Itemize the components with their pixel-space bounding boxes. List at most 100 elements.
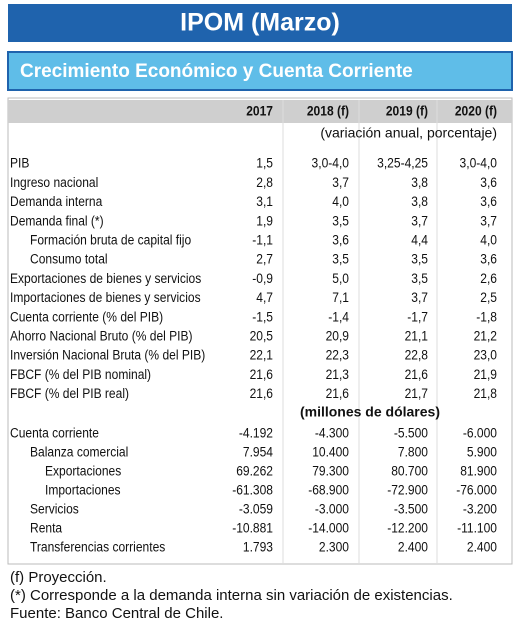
cell: -1,8 — [476, 308, 497, 324]
cell: 22,1 — [250, 347, 273, 363]
row-label: Demanda interna — [10, 193, 103, 209]
cell: -76.000 — [456, 482, 497, 498]
cell: 21,8 — [474, 385, 497, 401]
cell: 21,7 — [405, 385, 428, 401]
cell: 21,6 — [250, 385, 273, 401]
cell: 20,5 — [250, 328, 273, 344]
footnote: Fuente: Banco Central de Chile. — [10, 605, 223, 622]
cell: -3.200 — [463, 501, 497, 517]
cell: -10.881 — [232, 520, 273, 536]
cell: 21,1 — [405, 328, 428, 344]
row-label: Ingreso nacional — [10, 174, 98, 190]
cell: 3,25-4,25 — [377, 155, 428, 171]
column-header: 2017 — [246, 103, 273, 119]
row-label: Formación bruta de capital fijo — [30, 232, 191, 248]
cell: 3,7 — [480, 212, 497, 228]
cell: 2.300 — [319, 539, 349, 555]
cell: -61.308 — [232, 482, 273, 498]
cell: -4.300 — [315, 425, 349, 441]
cell: 2,5 — [480, 289, 497, 305]
cell: 1,9 — [256, 212, 273, 228]
cell: 2,8 — [256, 174, 273, 190]
cell: -72.900 — [387, 482, 428, 498]
cell: 5,0 — [332, 270, 349, 286]
cell: 3,7 — [411, 289, 428, 305]
cell: 21,6 — [405, 366, 428, 382]
cell: 3,0-4,0 — [312, 155, 349, 171]
title-banner — [8, 4, 512, 42]
subtitle-banner — [7, 51, 513, 91]
cell: 22,3 — [326, 347, 349, 363]
cell: 3,5 — [411, 251, 428, 267]
cell: 21,6 — [326, 385, 349, 401]
table-frame — [7, 97, 513, 565]
cell: 3,5 — [332, 212, 349, 228]
cell: -14.000 — [308, 520, 349, 536]
row-label: Cuenta corriente — [10, 425, 99, 441]
cell: 3,0-4,0 — [460, 155, 497, 171]
cell: 1,5 — [256, 155, 273, 171]
cell: 10.400 — [312, 444, 349, 460]
row-label: PIB — [10, 155, 30, 171]
cell: 3,8 — [411, 174, 428, 190]
cell: 23,0 — [474, 347, 497, 363]
row-label: Inversión Nacional Bruta (% del PIB) — [10, 347, 205, 363]
cell: 81.900 — [460, 463, 497, 479]
row-label: Cuenta corriente (% del PIB) — [10, 308, 163, 324]
cell: -1,4 — [328, 308, 349, 324]
cell: 3,5 — [332, 251, 349, 267]
row-label: Consumo total — [30, 251, 108, 267]
cell: -1,7 — [407, 308, 428, 324]
cell: -1,5 — [252, 308, 273, 324]
row-label: Balanza comercial — [30, 444, 128, 460]
cell: -3.059 — [239, 501, 273, 517]
cell: 3,1 — [256, 193, 273, 209]
column-header: 2018 (f) — [307, 103, 349, 119]
cell: 5.900 — [467, 444, 497, 460]
section-note: (variación anual, porcentaje) — [320, 125, 497, 141]
cell: 4,0 — [480, 232, 497, 248]
cell: 3,6 — [480, 193, 497, 209]
cell: -11.100 — [457, 520, 497, 536]
row-label: Demanda final (*) — [10, 212, 104, 228]
cell: 2.400 — [398, 539, 428, 555]
column-header: 2019 (f) — [386, 103, 428, 119]
row-label: Servicios — [30, 501, 79, 517]
row-label: FBCF (% del PIB real) — [10, 385, 129, 401]
row-label: Importaciones de bienes y servicios — [10, 289, 201, 305]
footnote: (f) Proyección. — [10, 569, 107, 586]
cell: -68.900 — [308, 482, 349, 498]
cell: 2,7 — [256, 251, 273, 267]
cell: 1.793 — [243, 539, 273, 555]
row-label: FBCF (% del PIB nominal) — [10, 366, 151, 382]
cell: 79.300 — [312, 463, 349, 479]
cell: 21,2 — [474, 328, 497, 344]
cell: 4,7 — [256, 289, 273, 305]
cell: 3,6 — [480, 251, 497, 267]
row-label: Importaciones — [45, 482, 121, 498]
cell: -12.200 — [387, 520, 428, 536]
footnote: (*) Corresponde a la demanda interna sin… — [10, 587, 453, 604]
row-label: Renta — [30, 520, 63, 536]
cell: 3,6 — [332, 232, 349, 248]
cell: 7,1 — [332, 289, 349, 305]
cell: -4.192 — [239, 425, 273, 441]
cell: -3.000 — [315, 501, 349, 517]
cell: -6.000 — [463, 425, 497, 441]
row-label: Ahorro Nacional Bruto (% del PIB) — [10, 328, 193, 344]
cell: 21,9 — [474, 366, 497, 382]
section-note: (millones de dólares) — [300, 404, 440, 420]
cell: 4,4 — [411, 232, 428, 248]
column-header: 2020 (f) — [455, 103, 497, 119]
cell: -3.500 — [394, 501, 428, 517]
cell: 3,7 — [411, 212, 428, 228]
row-label: Transferencias corrientes — [30, 539, 166, 555]
cell: 2,6 — [480, 270, 497, 286]
header-row — [8, 100, 512, 123]
cell: 3,6 — [480, 174, 497, 190]
cell: -5.500 — [394, 425, 428, 441]
cell: 22,8 — [405, 347, 428, 363]
cell: 7.800 — [398, 444, 428, 460]
cell: 4,0 — [332, 193, 349, 209]
cell: 80.700 — [391, 463, 428, 479]
